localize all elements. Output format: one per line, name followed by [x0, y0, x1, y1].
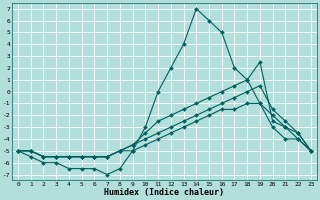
X-axis label: Humidex (Indice chaleur): Humidex (Indice chaleur): [104, 188, 224, 197]
